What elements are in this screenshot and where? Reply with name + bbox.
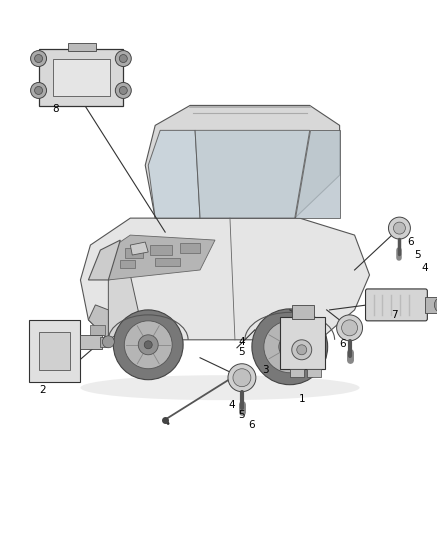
Text: 3: 3 — [262, 365, 268, 375]
Text: 2: 2 — [39, 385, 46, 394]
Circle shape — [115, 51, 131, 67]
Circle shape — [342, 320, 357, 336]
Polygon shape — [195, 131, 310, 218]
Circle shape — [434, 297, 438, 313]
Polygon shape — [130, 242, 148, 255]
Text: 6: 6 — [248, 419, 254, 430]
Polygon shape — [148, 131, 200, 218]
Text: 5: 5 — [414, 250, 421, 260]
Ellipse shape — [81, 375, 360, 400]
Circle shape — [292, 340, 312, 360]
Bar — [120, 260, 135, 268]
Text: 7: 7 — [392, 310, 398, 320]
Circle shape — [102, 336, 114, 348]
Bar — [39, 332, 71, 370]
Bar — [425, 297, 437, 313]
Circle shape — [124, 321, 172, 369]
Bar — [307, 369, 321, 377]
Circle shape — [35, 86, 42, 94]
Text: 8: 8 — [52, 104, 59, 115]
Circle shape — [264, 321, 316, 373]
Polygon shape — [108, 235, 215, 280]
Bar — [28, 320, 81, 382]
Circle shape — [31, 83, 46, 99]
Text: 4: 4 — [421, 263, 428, 273]
Polygon shape — [88, 240, 120, 280]
Polygon shape — [145, 106, 339, 218]
Bar — [125, 248, 143, 258]
Bar — [39, 49, 124, 107]
Circle shape — [297, 345, 307, 355]
Text: 4: 4 — [228, 400, 235, 410]
Circle shape — [119, 54, 127, 62]
Circle shape — [35, 54, 42, 62]
Polygon shape — [295, 131, 339, 218]
Circle shape — [286, 343, 294, 351]
Circle shape — [138, 335, 158, 355]
Bar — [290, 369, 304, 377]
Text: 6: 6 — [339, 339, 346, 349]
Text: 6: 6 — [407, 237, 414, 247]
Circle shape — [252, 309, 328, 385]
FancyBboxPatch shape — [366, 289, 427, 321]
Circle shape — [115, 83, 131, 99]
Circle shape — [119, 86, 127, 94]
Bar — [150, 245, 172, 255]
Circle shape — [337, 315, 363, 341]
Bar — [280, 317, 325, 369]
Circle shape — [389, 217, 410, 239]
Bar — [155, 258, 180, 266]
Bar — [90, 325, 106, 335]
Bar — [53, 59, 110, 96]
Circle shape — [144, 341, 152, 349]
Circle shape — [393, 222, 406, 234]
Text: 5: 5 — [238, 347, 244, 357]
Bar — [292, 305, 314, 319]
Text: 5: 5 — [238, 409, 244, 419]
Bar — [100, 337, 108, 347]
Circle shape — [279, 336, 301, 358]
Polygon shape — [88, 305, 108, 340]
Polygon shape — [108, 275, 140, 340]
Text: 1: 1 — [298, 394, 305, 403]
Bar — [68, 43, 96, 51]
Circle shape — [233, 369, 251, 386]
Circle shape — [31, 51, 46, 67]
Circle shape — [113, 310, 183, 379]
Text: 4: 4 — [238, 337, 244, 347]
Circle shape — [228, 364, 256, 392]
Bar — [180, 243, 200, 253]
Polygon shape — [81, 218, 370, 340]
Bar — [81, 335, 102, 349]
